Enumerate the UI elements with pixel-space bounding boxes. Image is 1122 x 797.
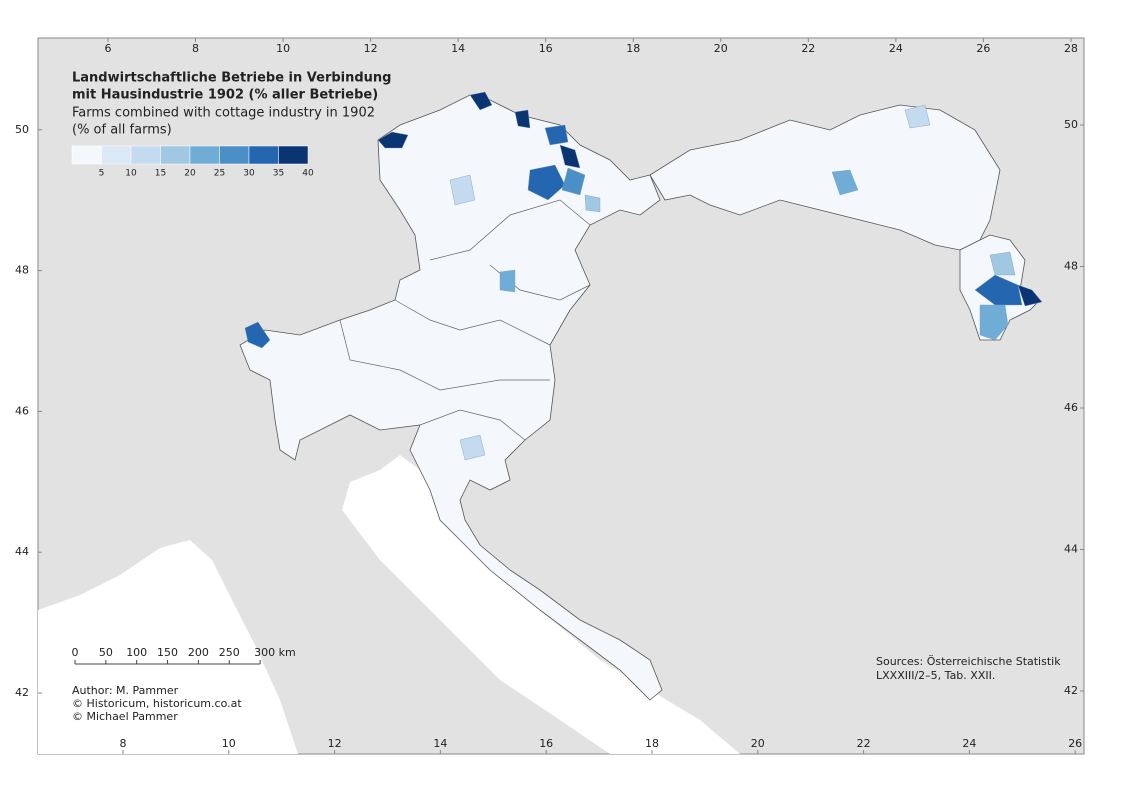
scale-label: 50 — [99, 646, 113, 659]
legend-label: 25 — [214, 169, 225, 179]
graticule-label: 12 — [328, 737, 342, 750]
graticule-label: 42 — [1064, 684, 1078, 697]
region — [979, 304, 1009, 341]
scale-label: 250 — [219, 646, 240, 659]
subtitle: Farms combined with cottage industry in … — [72, 106, 375, 121]
legend-label: 15 — [155, 169, 166, 179]
graticule-label: 14 — [451, 42, 465, 55]
graticule-label: 18 — [645, 737, 659, 750]
graticule-label: 46 — [15, 404, 29, 417]
legend-label: 5 — [99, 169, 105, 179]
graticule-label: 16 — [539, 42, 553, 55]
scale-label: 150 — [157, 646, 178, 659]
scale-bar: 0 50 100 150 200 250 300 km — [72, 646, 296, 665]
region — [449, 174, 476, 206]
legend-swatch — [160, 145, 191, 165]
graticule-label: 8 — [192, 42, 199, 55]
graticule-label: 10 — [222, 737, 236, 750]
credit: Author: M. Pammer — [72, 684, 179, 697]
graticule-label: 26 — [1068, 737, 1082, 750]
scale-label: 100 — [126, 646, 147, 659]
scale-label: 0 — [72, 646, 79, 659]
region — [514, 109, 531, 129]
title: Landwirtschaftliche Betriebe in Verbindu… — [72, 71, 392, 86]
graticule-label: 20 — [714, 42, 728, 55]
region — [561, 167, 586, 196]
graticule-label: 14 — [433, 737, 447, 750]
legend-label: 30 — [243, 169, 255, 179]
graticule-label: 22 — [801, 42, 815, 55]
legend-swatch — [71, 145, 102, 165]
credit: © Historicum, historicum.co.at — [72, 697, 242, 710]
graticule-label: 10 — [276, 42, 290, 55]
graticule-label: 18 — [626, 42, 640, 55]
legend-swatch — [130, 145, 161, 165]
region — [559, 144, 581, 169]
region — [584, 194, 601, 213]
graticule-label: 28 — [1064, 42, 1078, 55]
graticule-label: 20 — [751, 737, 765, 750]
graticule-label: 16 — [539, 737, 553, 750]
region — [459, 434, 486, 461]
regions — [244, 91, 1043, 461]
graticule-label: 24 — [962, 737, 976, 750]
graticule-label: 44 — [15, 545, 29, 558]
graticule-label: 46 — [1064, 401, 1078, 414]
graticule-label: 44 — [1064, 543, 1078, 556]
region — [469, 91, 493, 111]
graticule-label: 48 — [1064, 260, 1078, 273]
graticule-label: 6 — [105, 42, 112, 55]
region — [1017, 284, 1043, 307]
legend-swatch — [189, 145, 220, 165]
cisleithania — [239, 94, 663, 701]
legend-label: 10 — [125, 169, 137, 179]
province-borders — [339, 199, 591, 441]
legend-label: 20 — [184, 169, 196, 179]
region — [989, 251, 1016, 276]
legend: 5 10 15 20 25 30 35 40 — [71, 145, 314, 179]
graticule-label: 42 — [15, 686, 29, 699]
graticule-label: 8 — [120, 737, 127, 750]
region — [831, 169, 859, 196]
sources: LXXXIII/2–5, Tab. XXII. — [876, 669, 995, 682]
graticule-label: 50 — [1064, 118, 1078, 131]
graticule-label: 24 — [889, 42, 903, 55]
graticule-label: 50 — [15, 123, 29, 136]
region — [377, 131, 409, 149]
region — [527, 164, 566, 201]
graticule-label: 48 — [15, 264, 29, 277]
scale-label: 200 — [188, 646, 209, 659]
region — [904, 104, 931, 129]
region — [544, 124, 569, 146]
region — [499, 269, 516, 293]
adriatic-sea — [342, 455, 740, 754]
graticule-label: 12 — [364, 42, 378, 55]
legend-swatch — [219, 145, 250, 165]
scale-label: 300 km — [254, 646, 296, 659]
legend-label: 40 — [302, 169, 314, 179]
legend-swatch — [248, 145, 279, 165]
graticule-label: 22 — [857, 737, 871, 750]
subtitle: (% of all farms) — [72, 123, 172, 138]
tyrrhenian-sea — [38, 540, 298, 754]
sources: Sources: Österreichische Statistik — [876, 655, 1061, 668]
region — [974, 274, 1023, 306]
legend-swatch — [278, 145, 309, 165]
credit: © Michael Pammer — [72, 710, 178, 723]
title: mit Hausindustrie 1902 (% aller Betriebe… — [72, 88, 378, 103]
region — [244, 321, 271, 349]
legend-label: 35 — [273, 169, 284, 179]
legend-swatch — [101, 145, 132, 165]
graticule-label: 26 — [976, 42, 990, 55]
